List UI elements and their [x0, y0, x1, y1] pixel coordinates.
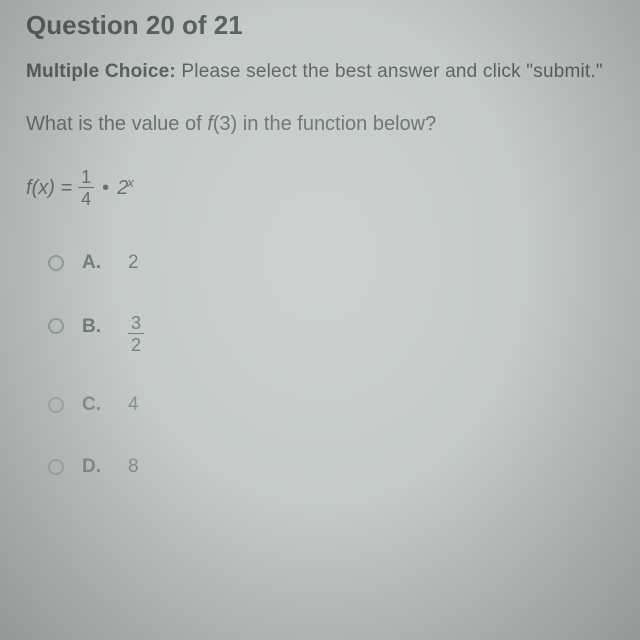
choice-letter: C.: [82, 394, 104, 416]
fraction-denominator: 4: [78, 187, 94, 208]
instruction-prefix: Multiple Choice:: [26, 61, 176, 82]
multiply-dot: •: [100, 177, 111, 200]
choice-c[interactable]: C. 4: [48, 394, 640, 416]
formula: f(x) = 1 4 • 2x: [26, 168, 640, 208]
choice-value: 8: [128, 456, 139, 478]
choice-letter: B.: [82, 316, 104, 338]
instruction-line: Multiple Choice: Please select the best …: [26, 61, 640, 83]
formula-lhs: f(x) =: [26, 177, 72, 200]
radio-icon[interactable]: [48, 397, 64, 413]
formula-exponent: x: [127, 175, 134, 190]
prompt-after: in the function below?: [237, 113, 436, 135]
answer-choices: A. 2 B. 3 2 C. 4 D. 8: [26, 252, 640, 478]
choice-letter: D.: [82, 456, 104, 478]
choice-letter: A.: [82, 252, 104, 274]
quiz-page: Question 20 of 21 Multiple Choice: Pleas…: [0, 0, 640, 478]
choice-value: 4: [128, 394, 139, 416]
radio-icon[interactable]: [48, 255, 64, 271]
choice-a[interactable]: A. 2: [48, 252, 640, 274]
question-prompt: What is the value of f(3) in the functio…: [26, 113, 640, 136]
choice-fraction-den: 2: [128, 333, 144, 354]
prompt-arg: (3): [213, 113, 237, 135]
formula-fraction: 1 4: [78, 168, 94, 208]
fraction-numerator: 1: [78, 168, 94, 187]
radio-icon[interactable]: [48, 459, 64, 475]
formula-base-exp: 2x: [117, 177, 135, 200]
radio-icon[interactable]: [48, 318, 64, 334]
choice-b[interactable]: B. 3 2: [48, 314, 640, 354]
prompt-before: What is the value of: [26, 113, 207, 135]
choice-fraction-num: 3: [128, 314, 144, 333]
choice-value: 2: [128, 252, 139, 274]
choice-fraction: 3 2: [128, 314, 144, 354]
instruction-text: Please select the best answer and click …: [176, 61, 603, 82]
question-number: Question 20 of 21: [26, 10, 640, 41]
choice-d[interactable]: D. 8: [48, 456, 640, 478]
formula-arg: (x) =: [32, 177, 73, 199]
